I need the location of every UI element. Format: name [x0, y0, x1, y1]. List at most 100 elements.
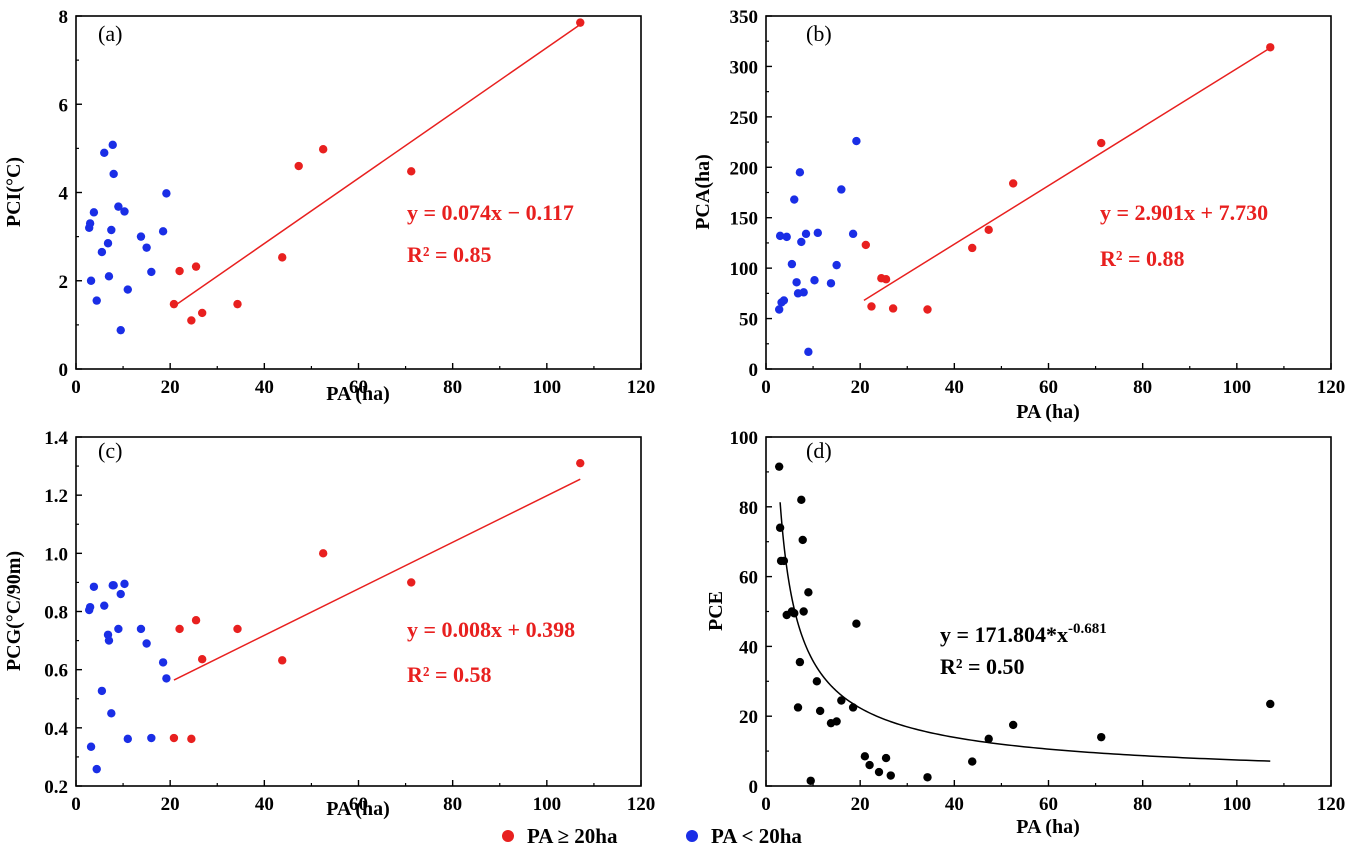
data-point	[109, 169, 118, 179]
data-point	[175, 624, 184, 634]
data-point	[233, 299, 242, 309]
x-axis-label: PA (ha)	[1016, 816, 1080, 838]
plot-frame	[765, 436, 1332, 787]
data-point	[797, 237, 806, 247]
x-axis-label: PA (ha)	[1016, 401, 1080, 423]
data-point	[120, 207, 129, 216]
data-point	[848, 229, 858, 239]
data-point	[861, 240, 871, 250]
x-tick-label: 100	[1223, 377, 1252, 398]
y-tick-label: 100	[730, 259, 759, 280]
x-tick-label: 100	[533, 377, 562, 398]
y-tick-label: 80	[739, 498, 758, 519]
data-point	[89, 208, 99, 217]
legend-marker-below	[686, 830, 698, 842]
panel-label: (c)	[98, 438, 122, 463]
data-point	[804, 588, 813, 597]
y-tick-label: 4	[59, 184, 69, 205]
data-point	[815, 706, 825, 716]
panel-label: (a)	[98, 21, 122, 46]
x-tick-label: 60	[1039, 794, 1058, 815]
data-point	[92, 296, 101, 305]
x-tick-label: 120	[1317, 794, 1346, 815]
data-point	[123, 285, 132, 294]
y-tick-label: 0	[59, 360, 69, 381]
data-point	[97, 247, 107, 257]
y-tick-label: 300	[730, 57, 759, 78]
data-point	[191, 262, 201, 271]
data-point	[278, 656, 287, 665]
x-tick-label: 40	[945, 794, 964, 815]
data-point	[848, 703, 858, 712]
data-point	[886, 771, 895, 780]
y-tick-label: 1.4	[44, 428, 68, 449]
fit-line	[173, 478, 581, 681]
y-tick-label: 250	[730, 108, 759, 129]
data-point	[775, 231, 785, 241]
panel-c: 0 20 40 60 80 100 120 0.2 0.4 0.6 0.8 1.0 1.2 1.4 PA (…	[3, 428, 655, 820]
y-tick-label: 200	[730, 158, 759, 179]
data-point	[852, 619, 861, 628]
y-axis-label: PCI(°C)	[3, 157, 25, 227]
data-point	[867, 302, 876, 311]
legend-label-above: PA ≥ 20ha	[527, 824, 618, 848]
x-tick-label: 100	[1223, 794, 1252, 815]
x-tick-label: 60	[1039, 377, 1058, 398]
fit-line	[173, 23, 581, 307]
data-point	[86, 742, 96, 751]
data-point	[158, 227, 168, 236]
y-tick-label: 150	[730, 209, 759, 230]
data-point	[108, 140, 117, 150]
data-point	[888, 304, 898, 313]
data-point	[801, 229, 811, 239]
fit-line	[863, 47, 1271, 301]
data-point	[294, 161, 303, 171]
x-tick-label: 40	[255, 794, 274, 815]
y-tick-label: 20	[739, 707, 758, 728]
data-point	[799, 288, 808, 297]
data-point	[86, 276, 96, 285]
data-point	[136, 624, 146, 634]
data-point	[92, 764, 101, 774]
fit-r-squared: R² = 0.50	[940, 654, 1025, 679]
data-point	[114, 624, 123, 634]
fit-equation-base: y = 0.074x − 0.117	[407, 200, 574, 225]
x-tick-label: 40	[255, 377, 274, 398]
data-point	[147, 733, 156, 743]
y-tick-label: 0.8	[44, 603, 68, 624]
data-point	[142, 243, 151, 252]
data-point	[116, 589, 125, 599]
y-tick-label: 40	[739, 637, 758, 658]
data-point	[147, 267, 156, 277]
data-point	[826, 279, 836, 288]
data-point	[779, 296, 789, 305]
data-point	[795, 168, 805, 177]
x-tick-label: 0	[761, 794, 771, 815]
data-point	[793, 703, 803, 712]
data-point	[797, 495, 806, 505]
fit-equation-base: y = 171.804*x	[940, 622, 1068, 647]
data-point	[798, 535, 807, 545]
fit-equation-base: y = 0.008x + 0.398	[407, 617, 575, 642]
data-point	[104, 636, 114, 645]
fit-equation-exponent: -0.681	[1068, 621, 1107, 637]
fit-r-squared: R² = 0.85	[407, 242, 492, 267]
data-point	[136, 232, 146, 241]
data-point	[813, 228, 822, 238]
y-tick-label: 6	[59, 95, 69, 116]
fit-r-squared: R² = 0.58	[407, 662, 492, 687]
data-point	[85, 219, 95, 228]
data-point	[162, 674, 171, 683]
data-point	[1266, 43, 1275, 52]
data-point	[1266, 699, 1275, 709]
x-tick-label: 80	[1133, 377, 1152, 398]
data-point	[865, 760, 874, 770]
data-point	[881, 753, 891, 763]
data-point	[792, 278, 801, 287]
data-point	[837, 696, 846, 705]
data-point	[407, 167, 416, 176]
data-point	[1008, 179, 1018, 188]
panel-b: 0 20 40 60 80 100 120 0 50 100 150 200 250 300 350 PA (…	[692, 7, 1345, 423]
data-point	[1097, 732, 1106, 742]
